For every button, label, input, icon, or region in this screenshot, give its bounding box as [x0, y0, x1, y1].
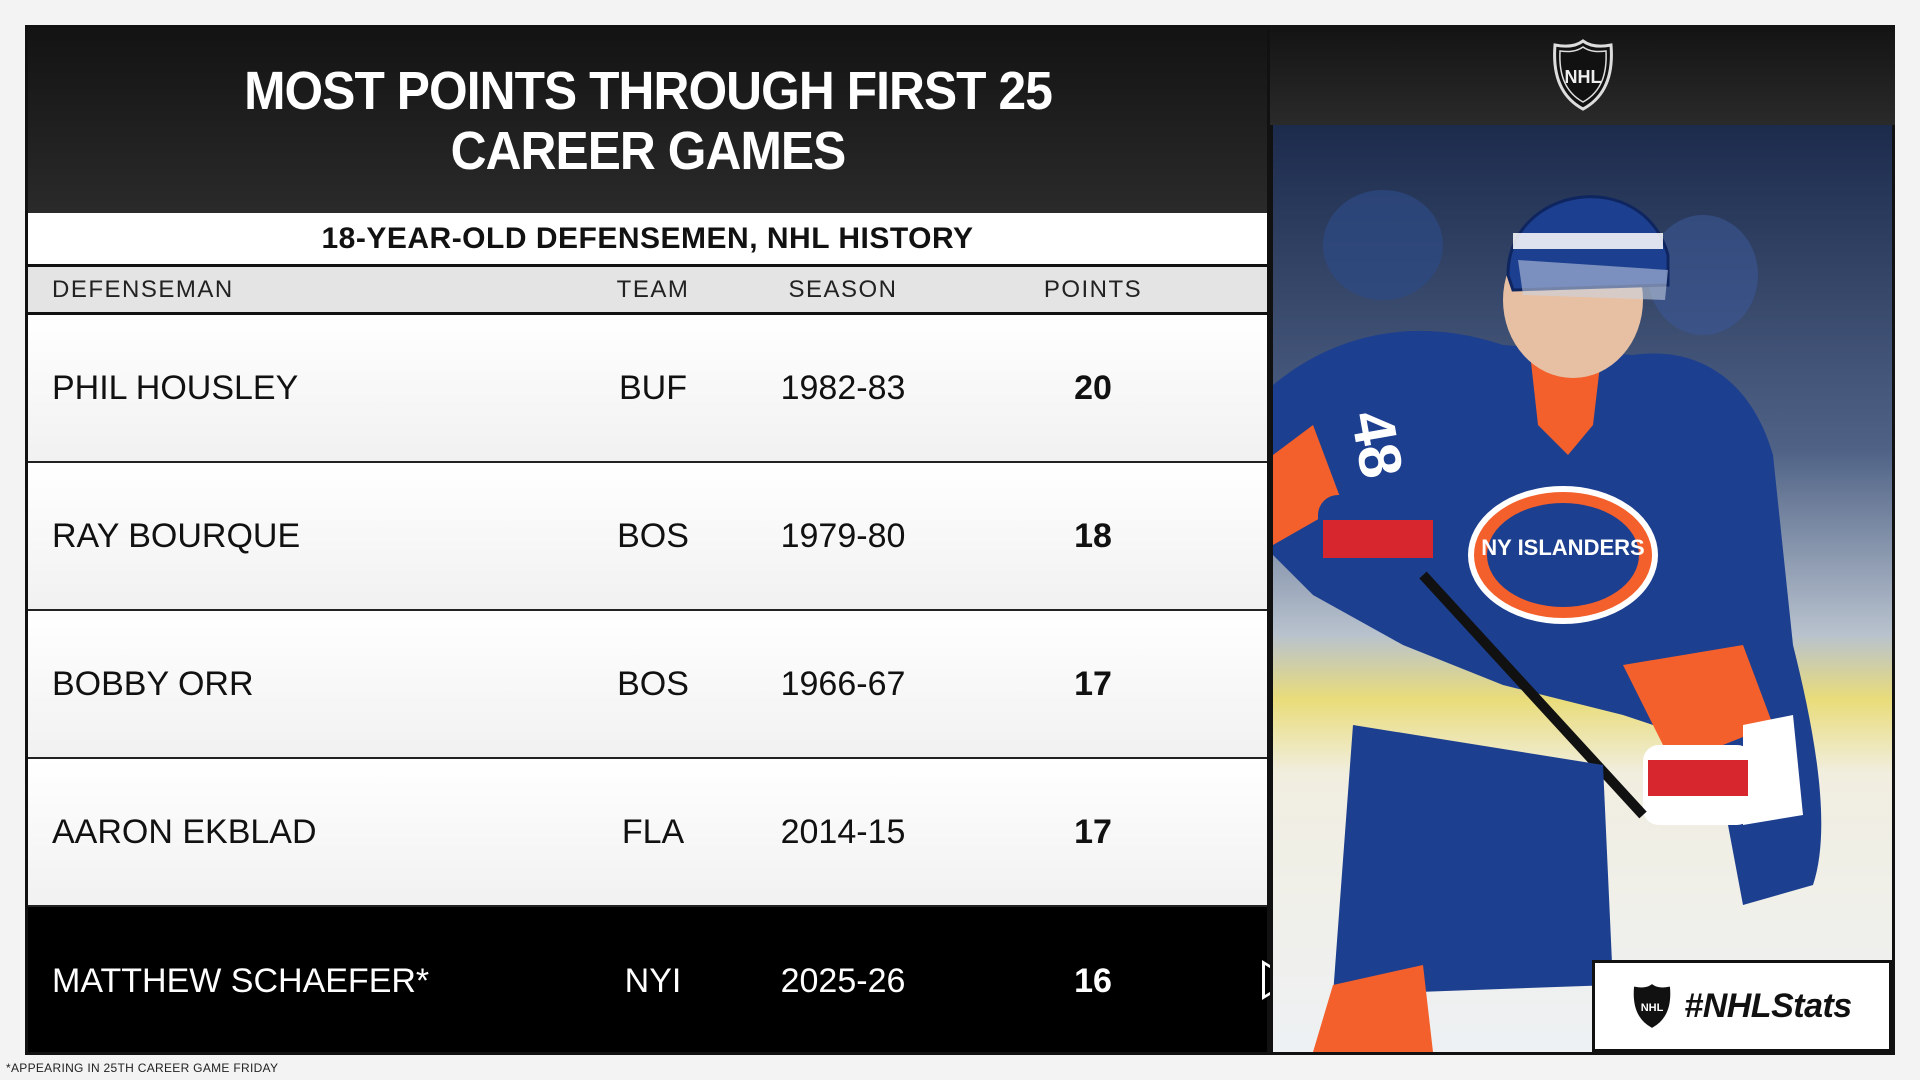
table-row-highlighted: MATTHEW SCHAEFER* NYI 2025-26 16 [28, 907, 1267, 1052]
table-header: DEFENSEMAN TEAM SEASON POINTS [28, 267, 1267, 315]
team-abbr: BUF [619, 368, 687, 407]
team-abbr: BOS [617, 664, 689, 703]
season: 1966-67 [780, 664, 906, 703]
hashtag-text: #NHLStats [1684, 986, 1852, 1025]
stats-table-panel: MOST POINTS THROUGH FIRST 25 CAREER GAME… [25, 25, 1270, 1055]
hashtag-badge: NHL #NHLStats [1592, 960, 1892, 1052]
title-bar: MOST POINTS THROUGH FIRST 25 CAREER GAME… [28, 28, 1267, 213]
photo-panel: NHL [1270, 25, 1895, 1055]
jersey-number: 48 [1338, 406, 1416, 483]
season: 2014-15 [780, 812, 906, 851]
table-body: PHIL HOUSLEY BUF 1982-83 20 RAY BOURQUE … [28, 315, 1267, 1052]
player-illustration: NY ISLANDERS 48 [1273, 125, 1892, 1052]
points: 20 [1074, 368, 1112, 407]
column-header-points: POINTS [1043, 275, 1143, 303]
column-header-defenseman: DEFENSEMAN [52, 275, 234, 303]
logo-text-small: NHL [1641, 1002, 1664, 1014]
season: 1982-83 [780, 368, 906, 407]
points: 16 [1074, 962, 1112, 1000]
points: 17 [1074, 664, 1112, 703]
season: 1979-80 [780, 516, 906, 555]
player-name: MATTHEW SCHAEFER* [52, 962, 430, 1000]
points: 18 [1074, 516, 1112, 555]
season: 2025-26 [780, 962, 906, 1000]
team-abbr: FLA [621, 812, 685, 851]
table-row: BOBBY ORR BOS 1966-67 17 [28, 611, 1267, 759]
page-title: MOST POINTS THROUGH FIRST 25 CAREER GAME… [243, 60, 1053, 181]
team-abbr: NYI [624, 962, 682, 1000]
logo-text: NHL [1564, 67, 1601, 87]
table-row: PHIL HOUSLEY BUF 1982-83 20 [28, 315, 1267, 463]
column-header-team: TEAM [616, 275, 690, 303]
column-header-season: SEASON [788, 275, 898, 303]
crest-text: NY ISLANDERS [1481, 535, 1644, 560]
footnote: *APPEARING IN 25TH CAREER GAME FRIDAY [6, 1061, 279, 1075]
player-name: AARON EKBLAD [52, 812, 317, 851]
points: 17 [1074, 812, 1112, 851]
logo-bar: NHL [1270, 25, 1895, 125]
player-name: RAY BOURQUE [52, 516, 301, 555]
team-abbr: BOS [617, 516, 689, 555]
table-subtitle: 18-YEAR-OLD DEFENSEMEN, NHL HISTORY [28, 213, 1267, 267]
player-name: BOBBY ORR [52, 664, 254, 703]
table-row: RAY BOURQUE BOS 1979-80 18 [28, 463, 1267, 611]
table-row: AARON EKBLAD FLA 2014-15 17 [28, 759, 1267, 907]
player-photo: NY ISLANDERS 48 [1273, 125, 1892, 1052]
nhl-shield-logo-icon: NHL [1552, 39, 1613, 111]
player-name: PHIL HOUSLEY [52, 368, 299, 407]
nhl-shield-small-icon: NHL [1633, 984, 1671, 1028]
